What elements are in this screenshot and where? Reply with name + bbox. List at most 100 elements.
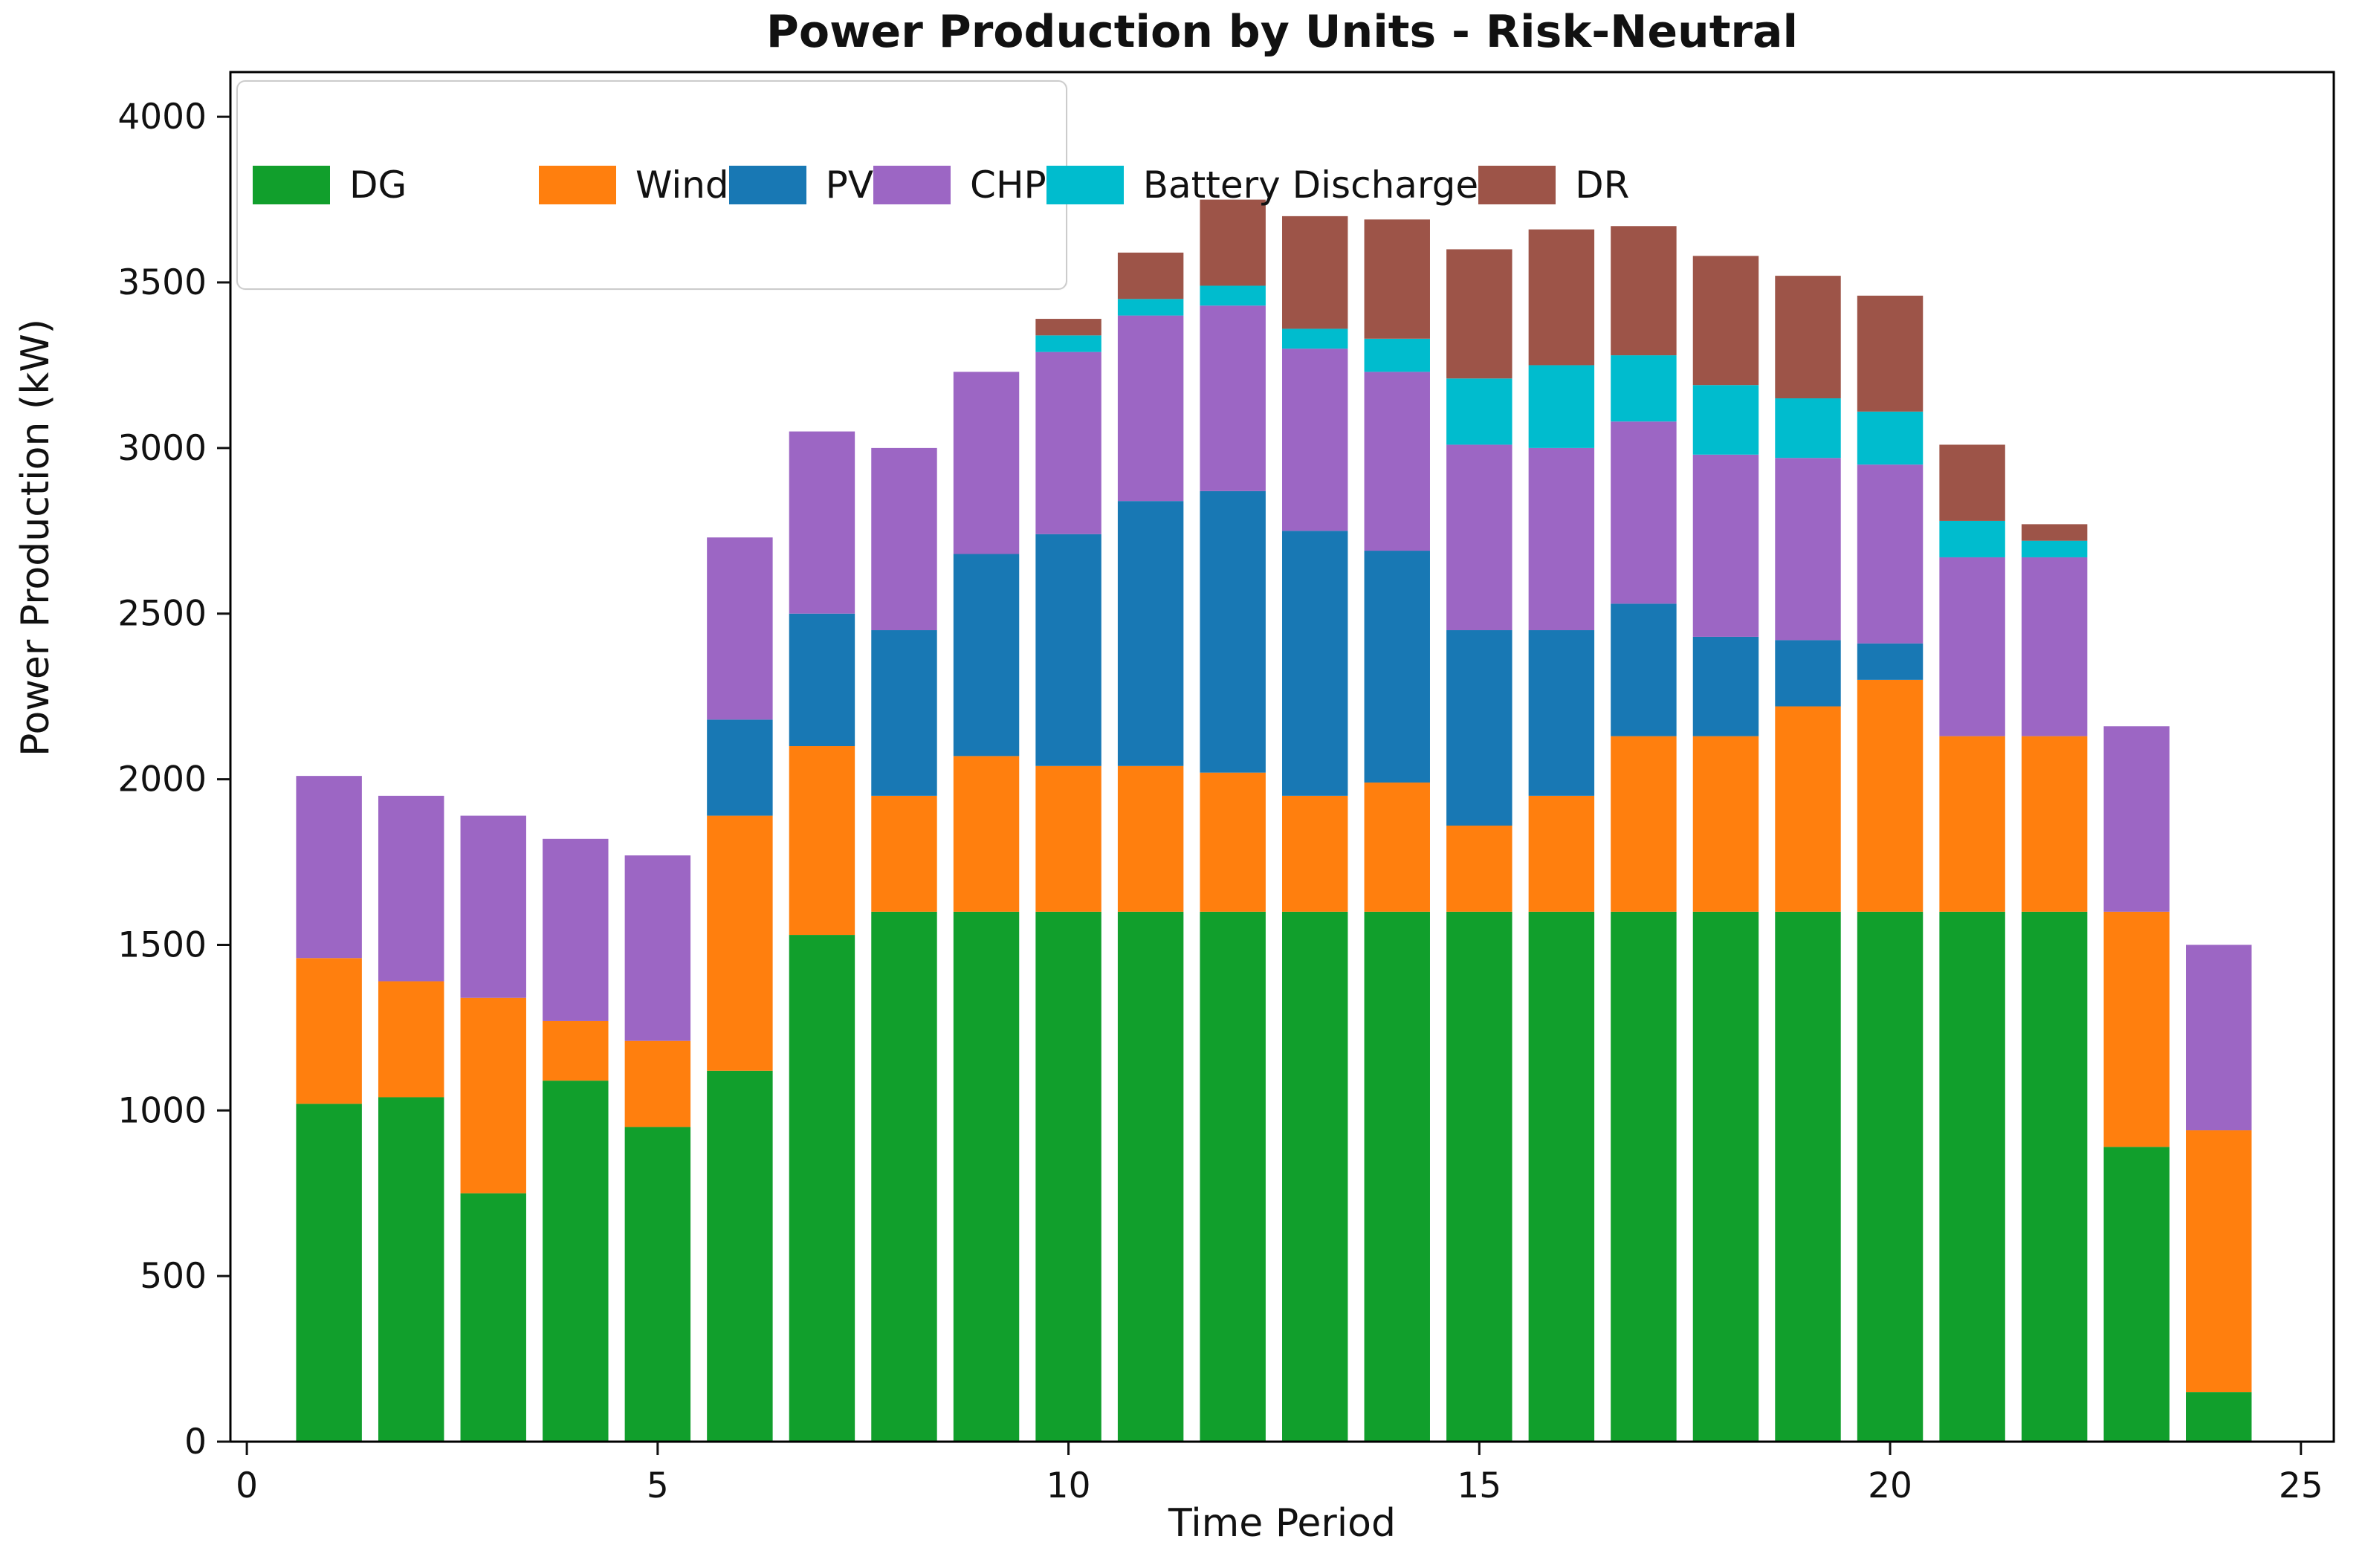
legend-swatch-battery-discharge: [1046, 166, 1124, 204]
bar-segment-dg-t19: [1775, 911, 1841, 1442]
bar-segment-wind-t20: [1857, 679, 1924, 912]
bar-segment-pv-t12: [1200, 490, 1266, 773]
bar-segment-chp-t13: [1282, 349, 1348, 531]
legend-item-wind: Wind: [539, 95, 729, 275]
bar-segment-pv-t15: [1446, 630, 1512, 826]
bar-segment-dg-t21: [1939, 911, 2005, 1442]
bar-segment-pv-t13: [1282, 531, 1348, 796]
bar-segment-dg-t10: [1035, 911, 1101, 1442]
bar-segment-dg-t22: [2021, 911, 2088, 1442]
bar-segment-dr-t15: [1446, 249, 1512, 379]
legend-label: PV: [825, 163, 874, 207]
chart-title: Power Production by Units - Risk-Neutral: [766, 6, 1799, 58]
x-axis-label: Time Period: [1168, 1501, 1396, 1546]
bar-segment-dr-t22: [2021, 524, 2088, 541]
y-tick-label: 0: [184, 1422, 207, 1462]
bar-segment-wind-t18: [1692, 736, 1759, 912]
legend-swatch-wind: [539, 166, 616, 204]
bar-segment-chp-t15: [1446, 444, 1512, 631]
bar-segment-chp-t21: [1939, 557, 2005, 736]
bar-segment-battery-discharge-t10: [1035, 335, 1101, 352]
bar-segment-chp-t22: [2021, 557, 2088, 736]
bar-segment-battery-discharge-t18: [1692, 385, 1759, 455]
bar-segment-dg-t23: [2103, 1147, 2170, 1442]
x-tick-label: 5: [647, 1465, 669, 1506]
bar-segment-wind-t3: [460, 997, 526, 1193]
bar-segment-pv-t8: [871, 630, 937, 796]
bar-segment-chp-t18: [1692, 454, 1759, 637]
bar-segment-dr-t18: [1692, 256, 1759, 386]
bar-segment-pv-t11: [1117, 501, 1184, 766]
bar-segment-dg-t4: [543, 1081, 609, 1442]
bar-segment-dg-t24: [2186, 1392, 2252, 1442]
bar-segment-wind-t22: [2021, 736, 2088, 912]
bar-segment-dr-t11: [1117, 252, 1184, 299]
bar-segment-wind-t15: [1446, 825, 1512, 912]
bar-segment-pv-t19: [1775, 640, 1841, 707]
legend-item-dg: DG: [253, 95, 539, 275]
bar-segment-battery-discharge-t22: [2021, 540, 2088, 557]
bar-segment-pv-t7: [789, 613, 855, 747]
bar-segment-dr-t16: [1528, 229, 1595, 366]
bar-segment-pv-t9: [953, 554, 1020, 757]
legend: DG Wind PV CHP Battery Discharge DR: [236, 80, 1629, 290]
x-tick-label: 25: [2279, 1465, 2323, 1506]
y-tick-label: 4000: [117, 97, 207, 137]
bar-segment-pv-t20: [1857, 643, 1924, 680]
bar-segment-chp-t10: [1035, 351, 1101, 534]
bar-segment-wind-t16: [1528, 795, 1595, 912]
bar-segment-wind-t11: [1117, 765, 1184, 912]
bar-segment-dg-t11: [1117, 911, 1184, 1442]
bar-segment-wind-t13: [1282, 795, 1348, 912]
legend-item-battery-discharge: Battery Discharge: [1046, 95, 1478, 275]
bar-segment-wind-t5: [624, 1040, 691, 1127]
legend-label: DR: [1575, 163, 1630, 207]
bar-segment-dg-t3: [460, 1193, 526, 1442]
bar-segment-wind-t1: [296, 958, 362, 1104]
bar-segment-dg-t18: [1692, 911, 1759, 1442]
bar-segment-dr-t20: [1857, 295, 1924, 412]
y-tick-label: 1500: [117, 924, 207, 965]
y-tick-label: 500: [140, 1256, 207, 1297]
bar-segment-wind-t10: [1035, 765, 1101, 912]
bar-segment-battery-discharge-t17: [1611, 355, 1677, 422]
bar-segment-wind-t23: [2103, 911, 2170, 1147]
x-tick-label: 15: [1457, 1465, 1501, 1506]
bar-segment-dg-t17: [1611, 911, 1677, 1442]
bar-segment-chp-t11: [1117, 315, 1184, 502]
bar-segment-chp-t7: [789, 431, 855, 614]
bar-segment-dr-t14: [1364, 219, 1430, 339]
bar-segment-chp-t4: [543, 838, 609, 1021]
bar-segment-pv-t16: [1528, 630, 1595, 796]
legend-label: Battery Discharge: [1142, 163, 1479, 207]
x-tick-label: 20: [1868, 1465, 1912, 1506]
bar-segment-battery-discharge-t19: [1775, 398, 1841, 459]
bar-segment-battery-discharge-t16: [1528, 365, 1595, 448]
bar-segment-wind-t19: [1775, 706, 1841, 912]
bar-segment-pv-t6: [707, 719, 773, 816]
plot-border: [229, 71, 2335, 1443]
bar-segment-dg-t2: [378, 1097, 444, 1442]
legend-item-chp: CHP: [873, 95, 1046, 275]
bar-segment-wind-t7: [789, 746, 855, 936]
bar-segment-wind-t21: [1939, 736, 2005, 912]
bar-segment-battery-discharge-t20: [1857, 411, 1924, 465]
bar-segment-wind-t4: [543, 1020, 609, 1081]
bar-segment-chp-t6: [707, 537, 773, 720]
bar-segment-chp-t17: [1611, 421, 1677, 604]
legend-swatch-chp: [873, 166, 951, 204]
bar-segment-dr-t17: [1611, 226, 1677, 356]
bar-segment-chp-t8: [871, 447, 937, 631]
x-tick-label: 0: [236, 1465, 258, 1506]
bar-segment-dr-t21: [1939, 444, 2005, 521]
y-tick-label: 3500: [117, 262, 207, 303]
bar-segment-dg-t16: [1528, 911, 1595, 1442]
legend-label: CHP: [970, 163, 1046, 207]
bar-segment-battery-discharge-t15: [1446, 378, 1512, 445]
bar-segment-pv-t10: [1035, 534, 1101, 766]
bar-segment-chp-t5: [624, 855, 691, 1041]
bar-segment-battery-discharge-t21: [1939, 520, 2005, 557]
y-tick-label: 2000: [117, 759, 207, 800]
bar-segment-wind-t6: [707, 815, 773, 1071]
